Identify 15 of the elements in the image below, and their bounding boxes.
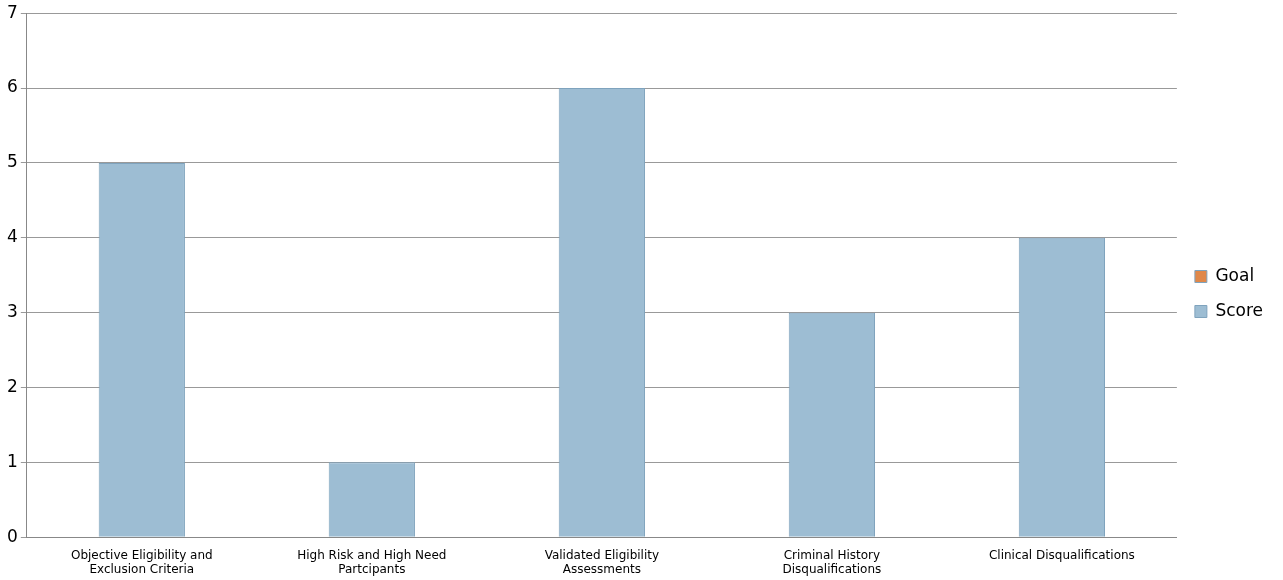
y-tick-label: 6 (6, 76, 18, 97)
x-tick-label: Criminal History Disqualifications (782, 547, 882, 576)
y-tick-label: 0 (6, 525, 18, 546)
y-tick-label: 3 (6, 301, 18, 322)
x-tick-label: Objective Eligibility and Exclusion Criteria (70, 547, 213, 576)
x-tick-label: Clinical Disqualifications (988, 547, 1135, 562)
y-tick-label: 4 (6, 226, 18, 247)
y-tick-label: 1 (6, 450, 18, 471)
legend-label: Score (1215, 299, 1264, 320)
y-tick-label: 5 (6, 151, 18, 172)
y-tick-label: 7 (6, 1, 18, 22)
y-tick-label: 2 (6, 375, 18, 396)
x-tick-label: Validated Eligibility Assessments (544, 547, 660, 576)
x-tick-label: High Risk and High Need Partcipants (297, 547, 447, 576)
legend-label: Goal (1215, 264, 1255, 285)
